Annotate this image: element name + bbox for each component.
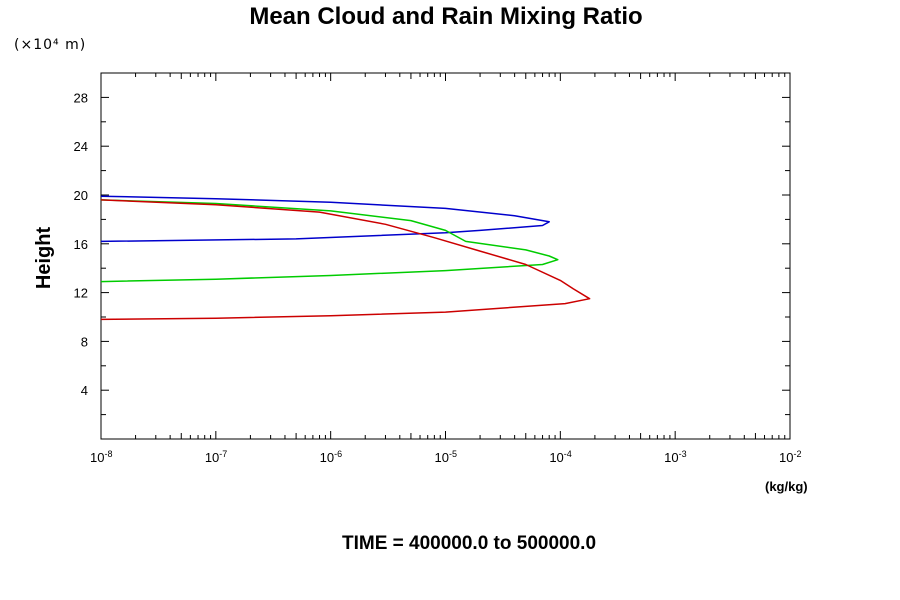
- x-tick-label: 10-8: [90, 449, 112, 465]
- y-tick-label: 20: [74, 188, 88, 203]
- series-layer: [100, 195, 591, 321]
- x-axis: 10-8 10-7 10-6 10-5 10-4 10-3 10-2: [90, 73, 801, 465]
- y-tick-label: 4: [81, 383, 88, 398]
- x-tick-label: 10-5: [435, 449, 457, 465]
- time-range-label: TIME = 400000.0 to 500000.0: [342, 533, 596, 554]
- series-line-1: [100, 195, 550, 243]
- plot-area: [100, 72, 791, 440]
- series-line-2: [100, 199, 559, 283]
- y-tick-label: 16: [74, 237, 88, 252]
- x-tick-label: 10-3: [664, 449, 686, 465]
- x-tick-label: 10-6: [320, 449, 342, 465]
- y-tick-label: 12: [74, 286, 88, 301]
- y-tick-label: 8: [81, 334, 88, 349]
- series-line-3: [100, 199, 591, 321]
- y-scale-label: (×10⁴ m): [14, 37, 86, 53]
- x-tick-label: 10-2: [779, 449, 801, 465]
- plot-frame: [100, 72, 791, 440]
- y-axis: 4 8 12 16 20 24 28: [74, 90, 790, 416]
- y-tick-label: 24: [74, 139, 88, 154]
- chart-title: Mean Cloud and Rain Mixing Ratio: [249, 3, 642, 30]
- x-unit-label: (kg/kg): [765, 479, 808, 494]
- x-tick-label: 10-4: [549, 449, 571, 465]
- x-tick-label: 10-7: [205, 449, 227, 465]
- y-tick-label: 28: [74, 90, 88, 105]
- y-axis-title: Height: [33, 227, 55, 290]
